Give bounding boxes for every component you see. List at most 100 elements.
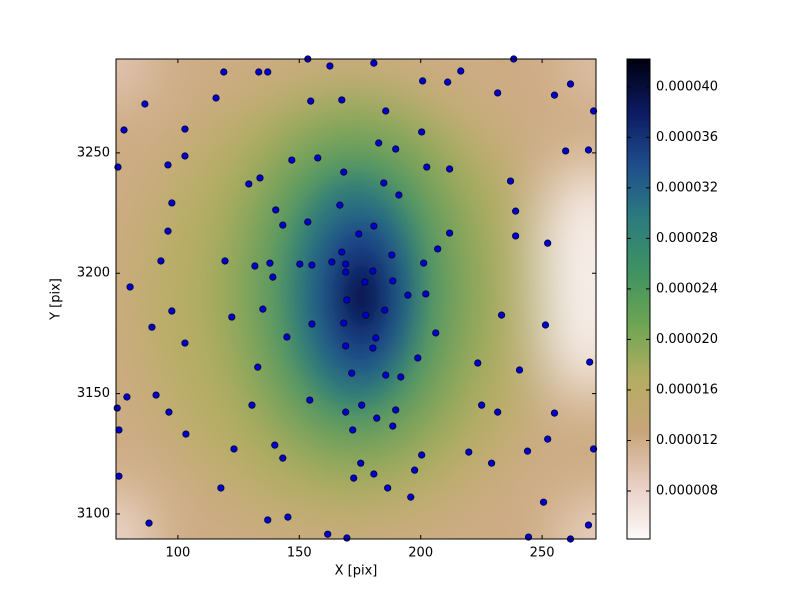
- colorbar-tick-label: 0.000024: [656, 281, 718, 296]
- scatter-point: [254, 363, 262, 371]
- scatter-point: [314, 154, 322, 162]
- scatter-point: [245, 180, 253, 188]
- scatter-point: [369, 267, 377, 275]
- scatter-point: [269, 273, 277, 281]
- scatter-point: [342, 342, 350, 350]
- scatter-point: [512, 232, 520, 240]
- scatter-point: [217, 484, 225, 492]
- scatter-point: [141, 100, 149, 108]
- scatter-point: [264, 516, 272, 524]
- colorbar-tick-label: 0.000016: [656, 382, 718, 397]
- scatter-point: [550, 91, 559, 99]
- scatter-point: [308, 261, 316, 269]
- scatter-point: [348, 369, 356, 377]
- x-tick-label: 150: [287, 546, 312, 561]
- scatter-point: [343, 534, 351, 542]
- scatter-point: [566, 80, 575, 88]
- scatter-point: [375, 139, 383, 147]
- scatter-point: [392, 145, 400, 153]
- colorbar-tick-label: 0.000040: [656, 79, 718, 94]
- scatter-point: [288, 156, 296, 164]
- scatter-point: [349, 426, 357, 434]
- scatter-point: [361, 278, 369, 286]
- scatter-point: [296, 260, 304, 268]
- scatter-point: [407, 493, 415, 501]
- scatter-point: [370, 470, 378, 478]
- scatter-point: [221, 257, 229, 265]
- scatter-point: [113, 404, 121, 412]
- scatter-point: [422, 290, 430, 298]
- scatter-point: [550, 409, 559, 417]
- scatter-point: [148, 323, 156, 331]
- scatter-point: [392, 406, 400, 414]
- y-tick-label: 3150: [77, 386, 110, 401]
- scatter-point: [589, 107, 598, 115]
- scatter-point: [336, 201, 344, 209]
- scatter-point: [181, 125, 189, 133]
- scatter-point: [115, 426, 123, 434]
- scatter-point: [445, 165, 454, 173]
- scatter-point: [494, 89, 502, 97]
- scatter-point: [324, 530, 332, 538]
- scatter-point: [370, 222, 378, 230]
- scatter-point: [380, 179, 388, 187]
- scatter-point: [308, 320, 316, 328]
- scatter-point: [395, 191, 403, 199]
- scatter-point: [230, 445, 238, 453]
- scatter-point: [381, 306, 389, 314]
- scatter-point: [212, 94, 220, 102]
- scatter-point: [544, 435, 552, 443]
- scatter-point: [168, 307, 176, 315]
- density-map: [116, 59, 596, 539]
- colorbar-tick-label: 0.000020: [656, 332, 718, 347]
- scatter-point: [182, 430, 190, 438]
- scatter-point: [457, 67, 465, 75]
- colorbar-tick-label: 0.000008: [656, 484, 718, 499]
- colorbar: [627, 59, 650, 539]
- scatter-point: [432, 329, 440, 337]
- colorbar-tick-label: 0.000036: [656, 130, 718, 145]
- scatter-point: [283, 333, 291, 341]
- scatter-point: [259, 305, 267, 313]
- scatter-point: [512, 207, 520, 215]
- scatter-point: [423, 163, 431, 171]
- scatter-point: [389, 422, 397, 430]
- scatter-point: [414, 354, 422, 362]
- scatter-point: [369, 344, 377, 352]
- scatter-point: [168, 199, 176, 207]
- scatter-point: [373, 414, 381, 422]
- scatter-point: [539, 498, 548, 506]
- scatter-point: [220, 68, 228, 76]
- scatter-point: [126, 283, 134, 291]
- scatter-point: [181, 152, 189, 160]
- scatter-point: [152, 391, 160, 399]
- scatter-point: [419, 77, 427, 85]
- scatter-point: [342, 408, 350, 416]
- scatter-point: [145, 519, 153, 527]
- scatter-point: [487, 459, 496, 467]
- y-tick-label: 3250: [77, 145, 110, 160]
- scatter-point: [338, 96, 346, 104]
- scatter-point: [340, 319, 348, 327]
- scatter-point: [115, 472, 123, 480]
- scatter-point: [589, 445, 598, 453]
- scatter-point: [397, 373, 405, 381]
- scatter-point: [586, 358, 594, 366]
- scatter-point: [434, 245, 442, 253]
- scatter-point: [420, 259, 428, 267]
- scatter-point: [157, 257, 165, 265]
- colorbar-frame: [626, 58, 651, 540]
- scatter-point: [418, 128, 426, 136]
- scatter-point: [444, 78, 452, 86]
- scatter-point: [326, 62, 334, 70]
- scatter-point: [515, 366, 524, 374]
- scatter-point: [389, 277, 397, 285]
- scatter-point: [271, 441, 279, 449]
- plot-frame: [115, 58, 597, 540]
- scatter-point: [181, 339, 189, 347]
- scatter-point: [584, 146, 593, 154]
- scatter-point: [248, 401, 256, 409]
- scatter-point: [264, 68, 272, 76]
- colorbar-tick-label: 0.000032: [656, 180, 718, 195]
